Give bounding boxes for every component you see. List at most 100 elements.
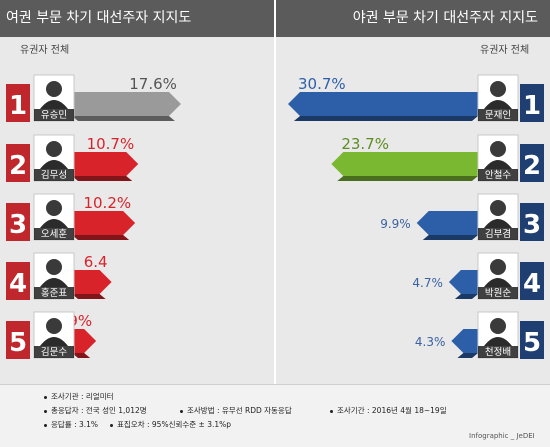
left-name-bg-4 xyxy=(34,346,74,358)
left-category-label-3: 홍준표 xyxy=(41,287,67,299)
right-name-bg-2 xyxy=(478,228,518,240)
footer-method: 조사방법 : 유무선 RDD 자동응답 xyxy=(180,405,292,416)
right-category-label-1: 안철수 xyxy=(485,170,511,181)
left-rank-box-4 xyxy=(6,321,30,359)
left-portrait-head-4 xyxy=(46,318,62,334)
right-portrait-head-2 xyxy=(490,200,506,216)
left-rank-0: 1 xyxy=(9,91,27,121)
bar-chart: 17.6%1유승민10.7%2김무성10.2%3오세훈6.44홍준표3.9%5김… xyxy=(6,74,544,359)
footer-margin: 표집오차 : 95%신뢰수준 ± 3.1%p xyxy=(110,419,231,430)
left-value-label-2: 10.2% xyxy=(83,194,131,212)
left-bar-shadow-1 xyxy=(72,176,133,181)
right-portrait-body-0 xyxy=(484,100,512,109)
left-rank-box-1 xyxy=(6,144,30,182)
credit: Infographic _ JeDEI xyxy=(469,432,535,440)
right-name-bg-4 xyxy=(478,346,518,358)
right-bar-shadow-3 xyxy=(454,294,478,299)
right-portrait-body-2 xyxy=(484,219,512,228)
left-panel-title: 여권 부문 차기 대선주자 지지도 xyxy=(0,0,274,37)
right-name-bg-1 xyxy=(478,169,518,181)
right-portrait-body-3 xyxy=(484,278,512,287)
right-bar-4 xyxy=(451,329,478,353)
left-bar-0 xyxy=(72,92,181,116)
right-name-bg-0 xyxy=(478,109,518,121)
left-rank-box-2 xyxy=(6,203,30,241)
right-bar-shadow-4 xyxy=(457,353,478,358)
right-portrait-head-3 xyxy=(490,259,506,275)
right-panel-subtitle: 유권자 전체 xyxy=(480,45,530,56)
left-rank-2: 3 xyxy=(9,210,27,240)
left-bar-4 xyxy=(72,329,97,353)
left-category-label-2: 오세훈 xyxy=(41,228,67,240)
right-rank-box-4 xyxy=(520,321,544,359)
left-portrait-body-2 xyxy=(40,219,68,228)
left-portrait-head-0 xyxy=(46,81,62,97)
footer-response-rate: 응답률 : 3.1% xyxy=(44,419,98,430)
left-value-label-1: 10.7% xyxy=(87,135,135,153)
right-name-bg-3 xyxy=(478,287,518,299)
left-rank-box-3 xyxy=(6,262,30,300)
right-portrait-body-4 xyxy=(484,337,512,346)
right-panel-title: 야권 부문 차기 대선주자 지지도 xyxy=(276,0,550,37)
footer-period: 조사기간 : 2016년 4월 18~19일 xyxy=(330,405,447,416)
left-bar-2 xyxy=(72,211,136,235)
left-rank-box-0 xyxy=(6,84,30,122)
left-portrait-body-1 xyxy=(40,160,68,169)
left-portrait-head-2 xyxy=(46,200,62,216)
survey-footer: 조사기관 : 리얼미터 총응답자 : 전국 성인 1,012명 조사방법 : 유… xyxy=(0,384,550,447)
right-rank-0: 1 xyxy=(523,91,541,121)
left-rank-3: 4 xyxy=(9,269,27,299)
left-value-label-0: 17.6% xyxy=(129,75,177,93)
right-value-label-3: 4.7% xyxy=(412,276,443,290)
left-portrait-body-4 xyxy=(40,337,68,346)
right-rank-box-1 xyxy=(520,144,544,182)
left-category-label-4: 김문수 xyxy=(41,346,67,358)
left-name-bg-1 xyxy=(34,169,74,181)
left-name-bg-3 xyxy=(34,287,74,299)
right-bar-shadow-2 xyxy=(422,235,478,240)
right-category-label-2: 김부겸 xyxy=(485,228,511,240)
right-rank-box-2 xyxy=(520,203,544,241)
right-portrait-head-4 xyxy=(490,318,506,334)
left-panel-subtitle: 유권자 전체 xyxy=(20,45,70,56)
left-bar-1 xyxy=(72,152,139,176)
right-bar-3 xyxy=(448,270,478,294)
left-bar-shadow-0 xyxy=(72,116,175,121)
right-bar-shadow-1 xyxy=(337,176,478,181)
right-value-label-4: 4.3% xyxy=(415,335,446,349)
right-category-label-4: 천정배 xyxy=(485,347,511,358)
right-portrait-head-1 xyxy=(490,141,506,157)
left-category-label-0: 유승민 xyxy=(41,110,67,121)
right-rank-box-3 xyxy=(520,262,544,300)
left-portrait-body-3 xyxy=(40,278,68,287)
left-portrait-body-0 xyxy=(40,100,68,109)
left-bar-3 xyxy=(72,270,112,294)
left-portrait-head-1 xyxy=(46,141,62,157)
right-rank-box-0 xyxy=(520,84,544,122)
right-bar-2 xyxy=(416,211,478,235)
left-portrait-head-3 xyxy=(46,259,62,275)
right-rank-1: 2 xyxy=(523,151,541,181)
left-name-bg-2 xyxy=(34,228,74,240)
footer-respondents: 총응답자 : 전국 성인 1,012명 xyxy=(44,405,147,416)
right-value-label-0: 30.7% xyxy=(298,75,346,93)
left-bar-shadow-2 xyxy=(72,235,130,240)
left-rank-1: 2 xyxy=(9,151,27,181)
right-portrait-head-0 xyxy=(490,81,506,97)
left-bar-shadow-3 xyxy=(72,294,106,299)
footer-agency: 조사기관 : 리얼미터 xyxy=(44,391,114,402)
left-name-bg-0 xyxy=(34,109,74,121)
right-bar-shadow-0 xyxy=(294,116,478,121)
right-value-label-1: 23.7% xyxy=(341,135,389,153)
left-category-label-1: 김무성 xyxy=(41,169,67,181)
right-value-label-2: 9.9% xyxy=(380,217,411,231)
right-category-label-3: 박원순 xyxy=(485,288,511,299)
right-rank-4: 5 xyxy=(523,328,541,358)
right-bar-0 xyxy=(288,92,478,116)
right-rank-3: 4 xyxy=(523,269,541,299)
left-bar-shadow-4 xyxy=(72,353,91,358)
right-rank-2: 3 xyxy=(523,210,541,240)
right-portrait-body-1 xyxy=(484,160,512,169)
left-value-label-3: 6.4 xyxy=(84,253,108,271)
